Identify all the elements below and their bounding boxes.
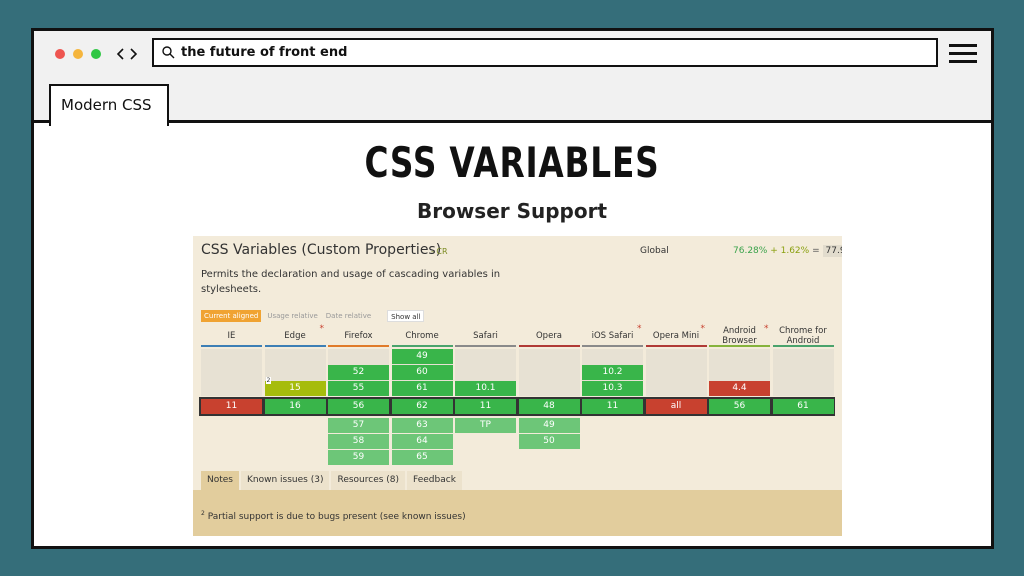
note-number: 2 <box>201 510 205 517</box>
future-cell: 64 <box>391 434 453 449</box>
past-cell: 60 <box>391 365 453 380</box>
future-cell: 63 <box>391 418 453 433</box>
flag: * <box>764 324 769 334</box>
flag: * <box>319 324 325 334</box>
usage-partial: + 1.62% <box>770 246 810 256</box>
description-line: Permits the declaration and usage of cas… <box>201 269 501 280</box>
past-filler <box>518 349 580 396</box>
past-filler <box>645 349 707 396</box>
browser-underline <box>201 345 262 347</box>
browser-name: Safari <box>473 331 498 341</box>
past-cell: 10.1 <box>455 381 516 396</box>
filter-button[interactable]: Show all <box>387 310 425 322</box>
tab[interactable]: Feedback <box>407 471 462 490</box>
current-cell: 56 <box>709 399 770 414</box>
past-cell: 55 <box>328 381 389 396</box>
browser-name: Android Browser <box>722 326 757 346</box>
past-cell: 10.2 <box>582 365 643 380</box>
future-cell: 58 <box>328 434 389 449</box>
tab[interactable]: Resources (8) <box>331 471 406 490</box>
badge: - CR <box>431 247 448 256</box>
tab-label: Modern CSS <box>61 96 152 114</box>
browser-underline <box>391 345 453 347</box>
filter-button[interactable]: Current aligned <box>201 310 262 322</box>
usage-full: 76.28% <box>733 246 768 256</box>
current-cell: 62 <box>391 399 453 414</box>
cell-note: 2 <box>265 377 272 384</box>
nav-arrows[interactable] <box>116 47 138 61</box>
browser-name: IE <box>227 331 236 341</box>
browser-underline <box>264 345 326 347</box>
past-cell: 61 <box>391 381 453 396</box>
usage-total: 77.9% <box>822 245 842 257</box>
filters: Current aligned Usage relative Date relati… <box>201 310 425 322</box>
future-cell: 59 <box>328 450 389 465</box>
tab-strip <box>193 490 842 536</box>
future-cell: 50 <box>518 434 580 449</box>
usage-equals: = <box>812 246 820 256</box>
browser-name: Chrome for Android <box>779 326 827 346</box>
current-cell: 48 <box>518 399 580 414</box>
browser-underline <box>709 345 770 347</box>
past-cell: 52 <box>328 365 389 380</box>
browser-underline <box>772 345 834 347</box>
maximize-dot[interactable] <box>91 49 101 59</box>
close-dot[interactable] <box>55 49 65 59</box>
past-filler <box>772 349 834 396</box>
future-cell: 65 <box>391 450 453 465</box>
url-bar[interactable]: the future of front end <box>152 38 938 67</box>
future-cell: TP <box>455 418 516 433</box>
past-filler <box>201 349 262 396</box>
filter-button[interactable]: Usage relative <box>267 312 318 320</box>
past-cell: 4.4 <box>709 381 770 396</box>
note: 2 Partial support is due to bugs present… <box>201 510 466 522</box>
tab[interactable]: Known issues (3) <box>241 471 330 490</box>
future-cell: 49 <box>518 418 580 433</box>
browser-name: Opera <box>535 331 563 341</box>
current-cell: 11 <box>455 399 516 414</box>
browser-name: Firefox <box>344 331 373 341</box>
tabs: Notes Known issues (3) Resources (8) Feedba… <box>201 471 462 490</box>
past-cell: 10.3 <box>582 381 643 396</box>
future-cell: 57 <box>328 418 389 433</box>
filter-button[interactable]: Date relative <box>325 312 372 320</box>
current-cell: 16 <box>264 399 326 414</box>
browser-name: Opera Mini <box>652 331 700 341</box>
minimize-dot[interactable] <box>73 49 83 59</box>
flag: * <box>700 324 706 334</box>
tab[interactable]: Modern CSS <box>49 84 169 126</box>
panel-title: CSS Variables (Custom Properties) <box>201 242 442 258</box>
browser-underline <box>645 345 707 347</box>
caniuse-panel: CSS Variables (Custom Properties) - CR G… <box>193 236 842 536</box>
browser-name: Edge <box>284 331 306 341</box>
description-line: stylesheets. <box>201 284 262 295</box>
current-cell: 56 <box>328 399 389 414</box>
current-cell: 61 <box>772 399 834 414</box>
flag: * <box>637 324 642 334</box>
slide-subtitle: Browser Support <box>416 199 608 223</box>
browser-underline <box>455 345 516 347</box>
browser-underline <box>518 345 580 347</box>
global-label: Global <box>640 246 669 256</box>
search-icon <box>162 46 175 59</box>
note-text: Partial support is due to bugs present (… <box>207 512 466 522</box>
usage: 76.28% + 1.62% = 77.9% <box>733 245 842 257</box>
menu-icon[interactable] <box>949 44 979 64</box>
past-cell: 15 2 <box>264 377 326 396</box>
past-cell: 49 <box>391 349 453 364</box>
slide-title: CSS VARIABLES <box>364 138 660 187</box>
current-cell: 11 <box>201 399 262 414</box>
current-cell: all <box>645 399 707 414</box>
browser-name: Chrome <box>405 331 439 341</box>
url-text: the future of front end <box>181 45 348 60</box>
browser-underline <box>328 345 389 347</box>
current-cell: 11 <box>582 399 643 414</box>
browser-underline <box>582 345 643 347</box>
tab[interactable]: Notes <box>201 471 239 490</box>
browser-name: iOS Safari <box>591 331 634 341</box>
